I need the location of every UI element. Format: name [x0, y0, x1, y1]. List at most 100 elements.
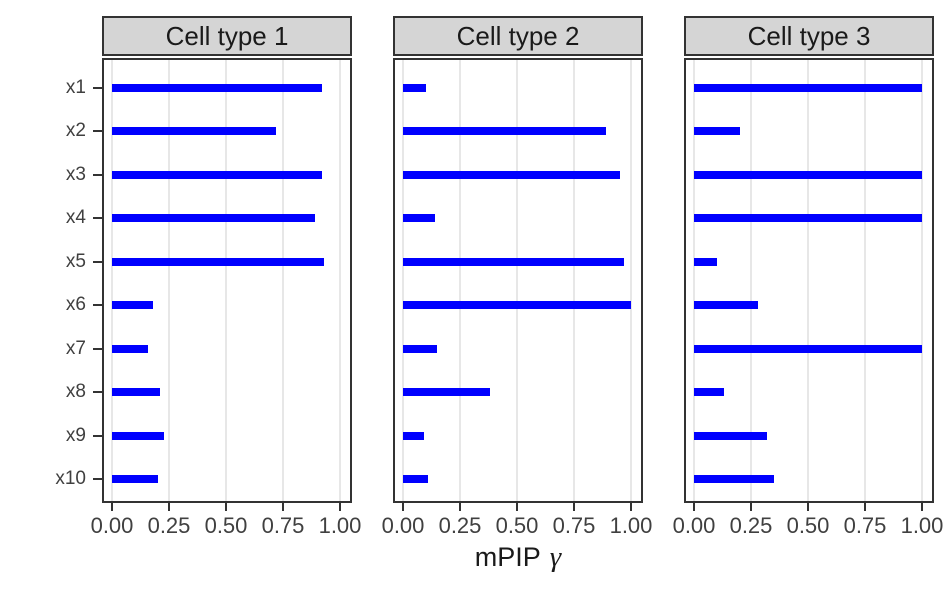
x-axis-title: mPIP γ	[102, 541, 934, 573]
bar	[403, 475, 429, 484]
bar	[694, 214, 922, 223]
x-tick-label: 0.75	[261, 513, 305, 538]
x-axis-tick	[168, 503, 170, 511]
x-axis-title-text: mPIP	[474, 542, 541, 572]
facet-strip-label: Cell type 1	[165, 21, 289, 51]
bar	[403, 344, 438, 353]
gridline	[402, 60, 404, 501]
y-tick-label: x7	[65, 337, 86, 359]
bar	[403, 388, 490, 397]
y-tick-label: x4	[65, 207, 86, 229]
facet-panel	[102, 58, 352, 503]
x-axis-tick	[225, 503, 227, 511]
bar	[112, 170, 322, 179]
gridline	[864, 60, 866, 501]
gridline	[750, 60, 752, 501]
x-tick-label: 0.50	[204, 513, 248, 538]
y-axis-tick	[93, 304, 102, 307]
gridline	[225, 60, 227, 501]
bar	[694, 431, 767, 440]
y-axis-tick	[93, 173, 102, 176]
x-tick-label: 0.25	[729, 513, 773, 538]
x-tick-label: 0.50	[786, 513, 830, 538]
x-tick-label: 0.00	[672, 513, 716, 538]
facet-strip: Cell type 1	[102, 16, 352, 56]
gridline	[516, 60, 518, 501]
bar	[403, 431, 424, 440]
bar	[403, 170, 620, 179]
facet-strip-label: Cell type 2	[456, 21, 580, 51]
x-axis-tick	[864, 503, 866, 511]
bar	[694, 127, 740, 136]
y-tick-label: x8	[65, 381, 86, 403]
x-tick-label: 0.00	[90, 513, 134, 538]
gridline	[921, 60, 923, 501]
x-axis-tick	[807, 503, 809, 511]
facet-panel	[684, 58, 934, 503]
bar	[112, 344, 149, 353]
bar	[403, 301, 631, 310]
gridline	[459, 60, 461, 501]
y-axis-tick	[93, 130, 102, 133]
facet-strip: Cell type 2	[393, 16, 643, 56]
x-tick-label: 1.00	[900, 513, 944, 538]
y-axis-tick	[93, 391, 102, 394]
y-axis-tick	[93, 217, 102, 220]
x-tick-label: 0.75	[552, 513, 596, 538]
y-axis-tick	[93, 434, 102, 437]
y-axis-tick	[93, 347, 102, 350]
y-axis-tick	[93, 260, 102, 263]
y-tick-label: x10	[55, 468, 86, 490]
x-tick-label: 0.25	[147, 513, 191, 538]
x-axis-tick	[750, 503, 752, 511]
bar	[403, 257, 625, 266]
gridline	[693, 60, 695, 501]
bar	[403, 127, 606, 136]
facet-strip: Cell type 3	[684, 16, 934, 56]
x-axis-tick	[459, 503, 461, 511]
bar	[403, 83, 426, 92]
bar	[694, 344, 922, 353]
bar	[694, 83, 922, 92]
y-axis-tick	[93, 478, 102, 481]
bar	[694, 257, 717, 266]
bar	[112, 475, 158, 484]
x-axis-tick	[516, 503, 518, 511]
gridline	[573, 60, 575, 501]
gridline	[111, 60, 113, 501]
x-axis-tick	[630, 503, 632, 511]
x-tick-label: 1.00	[318, 513, 362, 538]
bar	[112, 257, 325, 266]
facet-panel	[393, 58, 643, 503]
x-axis-tick	[573, 503, 575, 511]
bar	[694, 170, 922, 179]
gridline	[630, 60, 632, 501]
bar	[694, 301, 758, 310]
facet-strip-label: Cell type 3	[747, 21, 871, 51]
x-axis-tick	[402, 503, 404, 511]
x-tick-label: 0.50	[495, 513, 539, 538]
bar	[112, 127, 277, 136]
y-axis-tick	[93, 86, 102, 89]
x-axis-tick	[693, 503, 695, 511]
y-tick-label: x6	[65, 294, 86, 316]
x-tick-label: 1.00	[609, 513, 653, 538]
y-tick-label: x9	[65, 424, 86, 446]
gridline	[168, 60, 170, 501]
bar	[694, 388, 724, 397]
bar	[694, 475, 774, 484]
gridline	[807, 60, 809, 501]
gamma-symbol: γ	[549, 541, 562, 573]
x-tick-label: 0.75	[843, 513, 887, 538]
y-tick-label: x3	[65, 163, 86, 185]
x-axis-tick	[111, 503, 113, 511]
y-tick-label: x5	[65, 250, 86, 272]
x-axis-tick	[339, 503, 341, 511]
x-axis-tick	[921, 503, 923, 511]
bar	[112, 83, 322, 92]
x-tick-label: 0.25	[438, 513, 482, 538]
x-axis-tick	[282, 503, 284, 511]
gridline	[339, 60, 341, 501]
gridline	[282, 60, 284, 501]
